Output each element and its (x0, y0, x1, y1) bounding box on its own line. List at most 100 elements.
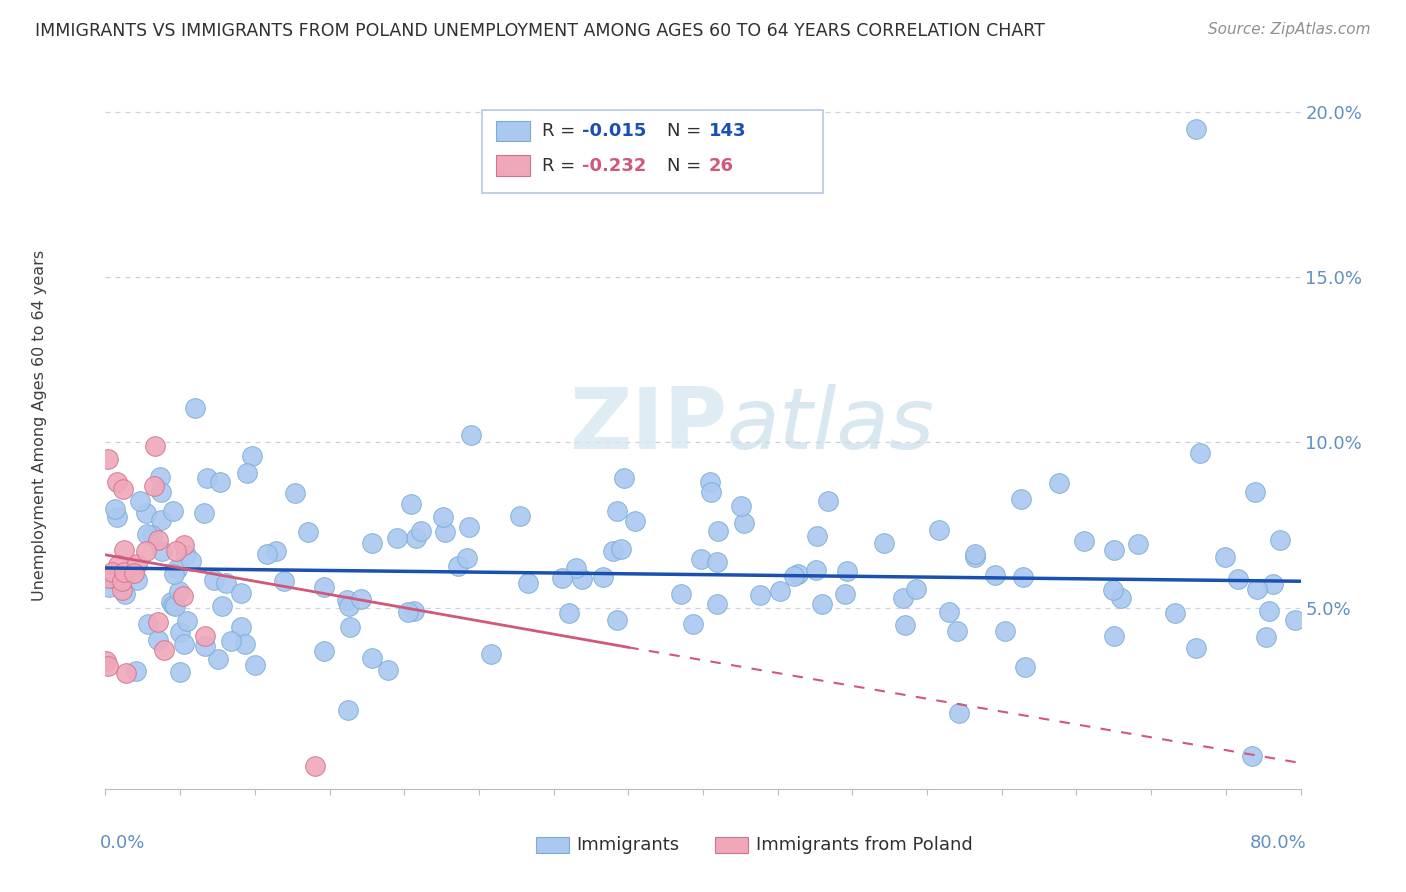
Point (707, 524, 730, 538)
Point (127, 573, 149, 587)
Point (141, 528, 163, 542)
Point (460, 427, 482, 442)
Point (146, 615, 169, 630)
Point (409, 524, 432, 539)
Point (97, 571, 120, 585)
Text: N =: N = (666, 157, 707, 175)
Bar (496, 120, 530, 141)
Point (214, 576, 236, 591)
Point (1185, 121, 1208, 136)
Point (571, 573, 593, 587)
Point (180, 554, 202, 568)
Point (149, 469, 172, 483)
Point (835, 564, 858, 578)
Point (1188, 446, 1211, 460)
Point (162, 598, 184, 612)
Point (240, 449, 263, 463)
Point (606, 504, 628, 518)
Text: IMMIGRANTS VS IMMIGRANTS FROM POLAND UNEMPLOYMENT AMONG AGES 60 TO 64 YEARS CORR: IMMIGRANTS VS IMMIGRANTS FROM POLAND UNE… (35, 22, 1045, 40)
Point (1261, 577, 1284, 591)
Point (377, 663, 399, 677)
Point (817, 493, 839, 508)
Point (233, 637, 256, 651)
Point (396, 605, 419, 619)
Point (146, 533, 169, 547)
Point (1257, 604, 1279, 618)
Text: ZIP: ZIP (569, 384, 727, 467)
Point (101, 565, 124, 579)
Point (163, 567, 186, 582)
Point (804, 563, 827, 577)
Point (149, 485, 172, 500)
Bar (716, 838, 748, 854)
Text: -0.015: -0.015 (582, 122, 647, 140)
Point (1109, 591, 1132, 606)
Point (135, 544, 157, 558)
Point (211, 599, 233, 613)
Point (172, 590, 194, 604)
Point (165, 599, 187, 614)
Point (834, 586, 856, 600)
Point (1012, 570, 1035, 584)
Point (243, 657, 266, 672)
Point (125, 558, 148, 572)
Point (479, 647, 502, 661)
Point (169, 625, 191, 640)
Point (517, 576, 540, 591)
Point (1226, 572, 1249, 586)
Point (107, 558, 129, 573)
Point (174, 548, 197, 562)
Point (231, 619, 253, 633)
Point (706, 597, 728, 611)
Text: N =: N = (666, 122, 707, 140)
Point (135, 507, 157, 521)
Point (557, 606, 579, 620)
Point (592, 570, 614, 584)
Point (195, 471, 218, 485)
Point (1014, 660, 1036, 674)
Point (111, 574, 134, 589)
Point (312, 580, 335, 594)
Point (350, 591, 373, 606)
Point (256, 548, 278, 562)
Point (273, 574, 295, 588)
Point (166, 561, 188, 575)
Point (339, 620, 361, 634)
Point (994, 624, 1017, 639)
Point (928, 523, 950, 537)
Point (1215, 550, 1237, 565)
Point (769, 584, 792, 599)
Point (565, 561, 588, 575)
Point (610, 541, 633, 556)
Point (432, 509, 454, 524)
Point (1185, 640, 1208, 655)
Point (730, 500, 752, 514)
Point (209, 475, 232, 489)
Point (1284, 613, 1306, 627)
Point (946, 624, 969, 638)
Point (456, 550, 478, 565)
Point (94, 654, 117, 668)
Bar (496, 155, 530, 176)
Point (783, 569, 806, 583)
Point (689, 551, 711, 566)
Point (873, 536, 896, 550)
Point (304, 758, 326, 772)
Text: 143: 143 (709, 122, 747, 140)
Point (706, 555, 728, 569)
Point (602, 544, 624, 558)
Point (1254, 630, 1277, 644)
Point (963, 548, 986, 562)
Point (122, 566, 145, 580)
Point (112, 483, 135, 497)
Point (207, 652, 229, 666)
Point (433, 524, 456, 539)
Point (700, 485, 723, 500)
Point (385, 531, 408, 545)
Point (1102, 543, 1125, 558)
Point (167, 584, 190, 599)
Point (613, 471, 636, 485)
Point (236, 466, 259, 480)
Point (112, 543, 135, 558)
Point (97, 452, 120, 467)
